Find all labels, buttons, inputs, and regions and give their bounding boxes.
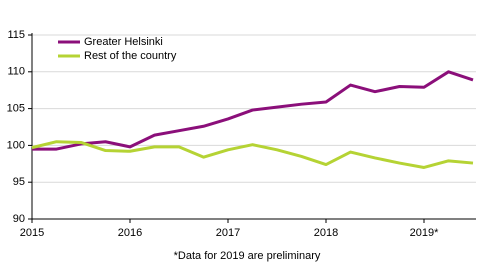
y-tick-label: 115 bbox=[7, 29, 25, 41]
y-tick-label: 110 bbox=[7, 66, 25, 78]
y-tick-label: 100 bbox=[7, 139, 25, 151]
x-tick-label: 2019* bbox=[410, 227, 439, 239]
x-tick-label: 2015 bbox=[20, 227, 44, 239]
y-tick-label: 105 bbox=[7, 103, 25, 115]
footnote: *Data for 2019 are preliminary bbox=[174, 250, 321, 262]
line bbox=[32, 70, 474, 151]
y-tick-label: 95 bbox=[13, 176, 25, 188]
x-tick-label: 2016 bbox=[118, 227, 142, 239]
x-tick-label: 2017 bbox=[216, 227, 240, 239]
x-tick-label: 2018 bbox=[314, 227, 338, 239]
y-tick-label: 90 bbox=[13, 213, 25, 225]
legend-label: Greater Helsinki bbox=[84, 36, 163, 48]
line bbox=[31, 140, 474, 169]
legend-label: Rest of the country bbox=[84, 50, 177, 62]
